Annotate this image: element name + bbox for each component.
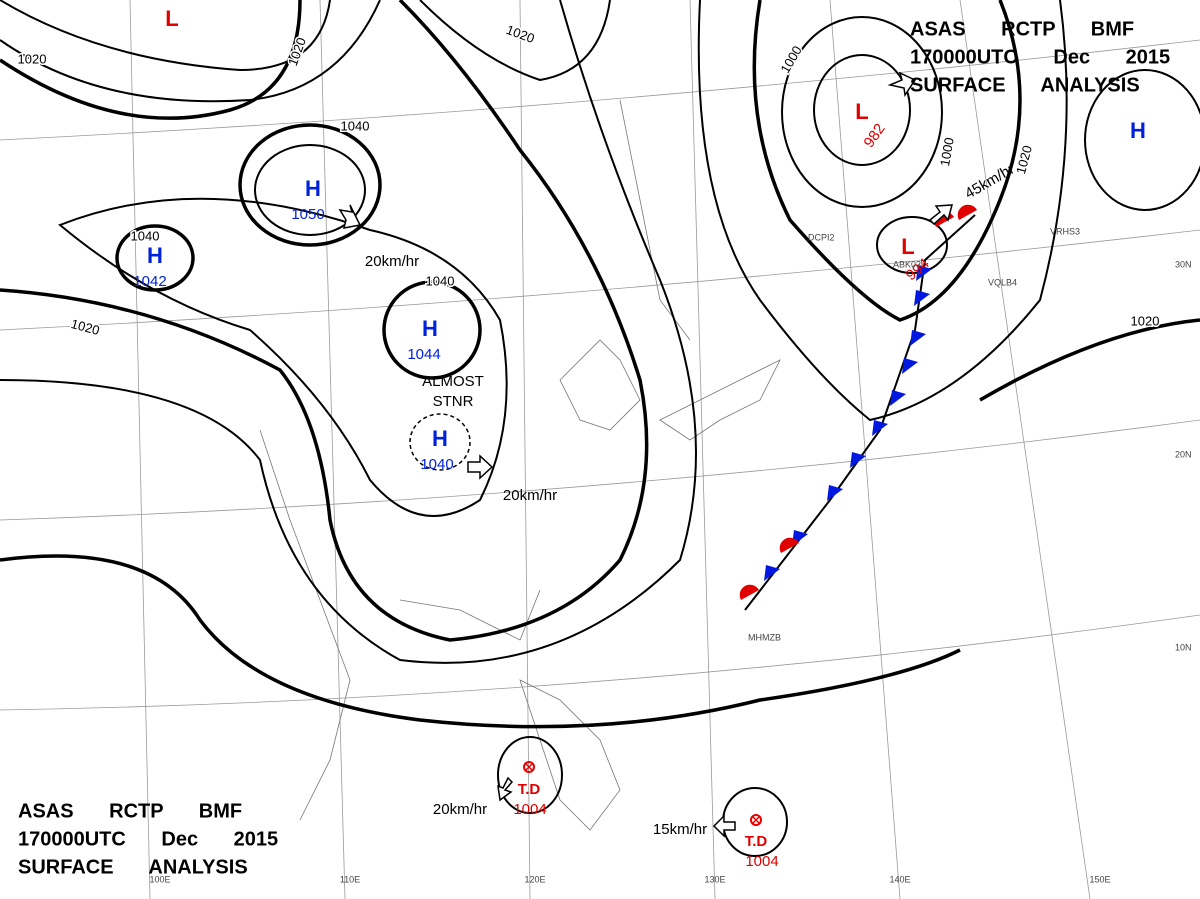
latitude-label: 20N	[1175, 449, 1192, 459]
station-id: VRHS3	[1050, 226, 1080, 236]
center-symbol: T.D	[745, 833, 768, 850]
center-pressure: 1042	[133, 273, 166, 290]
annotation: ALMOST	[422, 373, 484, 390]
longitude-label: 120E	[524, 874, 545, 884]
center-symbol: H	[305, 176, 321, 201]
front-triangle	[916, 265, 932, 281]
latitude-label: 30N	[1175, 259, 1192, 269]
isobar-label: 1040	[131, 228, 160, 243]
center-symbol: L	[901, 234, 914, 259]
center-pressure: 1004	[513, 801, 546, 818]
isobars	[0, 0, 1200, 857]
longitude-label: 150E	[1089, 874, 1110, 884]
center-pressure: 1050	[291, 206, 324, 223]
center-symbol: T.D	[518, 781, 541, 798]
isobar-label: 1020	[18, 51, 47, 66]
center-pressure: 1040	[420, 456, 453, 473]
longitude-label: 110E	[340, 874, 360, 884]
front-semicircle	[739, 584, 759, 600]
front-triangle	[827, 485, 843, 501]
latitude-label: 10N	[1175, 642, 1192, 652]
header-line: ASAS RCTP BMF	[910, 18, 1134, 40]
center-symbol: L	[165, 6, 178, 31]
center-pressure: 1004	[745, 853, 778, 870]
annotation: STNR	[433, 393, 474, 410]
isobar-label: 1040	[341, 118, 370, 133]
front-triangle	[914, 290, 930, 306]
front-triangle	[910, 330, 926, 346]
td-symbol	[523, 761, 762, 826]
header-line: 170000UTC Dec 2015	[18, 828, 278, 850]
isobar-label: 1000	[937, 136, 957, 167]
stationary-front	[739, 204, 977, 611]
isobar-label: 1040	[426, 273, 455, 288]
isobar-label: 1020	[1131, 313, 1160, 328]
header-line: 170000UTC Dec 2015	[910, 46, 1170, 68]
longitude-label: 140E	[889, 874, 910, 884]
front-semicircle	[779, 537, 799, 553]
front-triangle	[890, 390, 906, 406]
motion-label: 15km/hr	[653, 821, 707, 838]
front-triangle	[850, 452, 866, 468]
station-id: ABK03	[893, 259, 921, 269]
motion-label: 20km/hr	[433, 801, 487, 818]
center-symbol: L	[855, 99, 868, 124]
center-pressure: 1044	[407, 346, 440, 363]
center-symbol: H	[147, 243, 163, 268]
center-symbol: H	[1130, 118, 1146, 143]
longitude-label: 130E	[704, 874, 725, 884]
header-line: ASAS RCTP BMF	[18, 800, 242, 822]
longitude-label: 100E	[149, 874, 170, 884]
header-line: SURFACE ANALYSIS	[910, 74, 1140, 96]
front-triangle	[764, 565, 780, 581]
station-id: MHMZB	[748, 632, 781, 642]
front-semicircle	[957, 204, 977, 220]
header-line: SURFACE ANALYSIS	[18, 856, 248, 878]
front-triangle	[872, 420, 888, 436]
motion-arrow	[338, 71, 953, 838]
station-id: VQLB4	[988, 277, 1017, 287]
motion-label: 20km/hr	[365, 253, 419, 270]
center-symbol: H	[432, 426, 448, 451]
station-id: DCPI2	[808, 232, 835, 242]
coastline	[259, 99, 781, 831]
motion-label: 20km/hr	[503, 487, 557, 504]
center-symbol: H	[422, 316, 438, 341]
front-triangle	[902, 358, 918, 374]
